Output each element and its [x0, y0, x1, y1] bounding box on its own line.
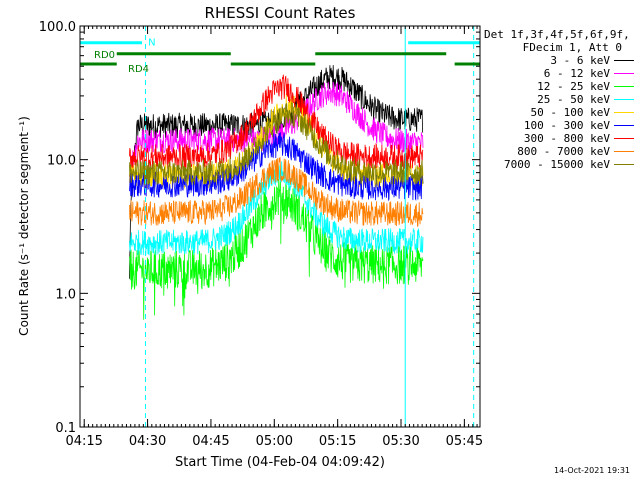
legend-swatch — [614, 60, 634, 61]
series-line-5 — [129, 131, 424, 202]
legend-entry-label: 7000 - 15000 keV — [504, 158, 610, 171]
legend-entry-label: 25 - 50 keV — [537, 93, 610, 106]
legend-entries: 3 - 6 keV 6 - 12 keV 12 - 25 keV 25 - 50 ke… — [484, 54, 634, 171]
legend-entry-label: 3 - 6 keV — [550, 54, 610, 67]
legend-entry-label: 100 - 300 keV — [523, 119, 610, 132]
legend-swatch — [614, 164, 634, 165]
legend-header-detectors: Det 1f,3f,4f,5f,6f,9f, — [484, 28, 630, 41]
y-tick-label: 0.1 — [55, 421, 76, 436]
legend-swatch — [614, 99, 634, 100]
legend-entry-label: 50 - 100 keV — [530, 106, 610, 119]
legend-entry: 25 - 50 keV — [484, 93, 634, 106]
legend-entry: 800 - 7000 keV — [484, 145, 634, 158]
chart-title: RHESSI Count Rates — [205, 4, 356, 22]
y-tick-label: 1.0 — [55, 287, 76, 302]
legend-entry-label: 12 - 25 keV — [537, 80, 610, 93]
y-tick-label: 100.0 — [39, 20, 76, 35]
legend-entry-label: 6 - 12 keV — [543, 67, 610, 80]
legend-swatch — [614, 86, 634, 87]
plot-frame — [79, 25, 481, 428]
flag-label-n: N — [148, 38, 155, 49]
flag-label-rd4: RD4 — [128, 64, 149, 75]
x-tick-label: 05:45 — [446, 434, 483, 449]
series-line-6 — [129, 74, 424, 170]
legend-entry-label: 800 - 7000 keV — [517, 145, 610, 158]
legend-swatch — [614, 125, 634, 126]
legend-entry: 300 - 800 keV — [484, 132, 634, 145]
x-tick-label: 04:30 — [129, 434, 166, 449]
x-axis-label: Start Time (04-Feb-04 04:09:42) — [175, 455, 385, 470]
legend: Det 1f,3f,4f,5f,6f,9f, FDecim 1, Att 0 3… — [484, 28, 634, 171]
flag-label-rd0: RD0 — [94, 50, 115, 61]
series-line-8 — [129, 102, 424, 186]
legend-entry: 50 - 100 keV — [484, 106, 634, 119]
legend-entry: 6 - 12 keV — [484, 67, 634, 80]
x-tick-label: 05:30 — [382, 434, 419, 449]
series-line-2 — [129, 176, 424, 320]
legend-entry: 12 - 25 keV — [484, 80, 634, 93]
x-tick-label: 05:15 — [319, 434, 356, 449]
series-line-1 — [129, 81, 424, 184]
legend-entry: 100 - 300 keV — [484, 119, 634, 132]
legend-entry: 7000 - 15000 keV — [484, 158, 634, 171]
legend-entry-label: 300 - 800 keV — [523, 132, 610, 145]
legend-swatch — [614, 112, 634, 113]
legend-swatch — [614, 73, 634, 74]
x-axis: 04:15 04:30 04:45 05:00 05:15 05:30 05:45 — [65, 26, 483, 449]
y-tick-label: 10.0 — [47, 154, 76, 169]
x-tick-label: 04:15 — [65, 434, 102, 449]
x-tick-label: 05:00 — [256, 434, 293, 449]
legend-swatch — [614, 138, 634, 139]
vertical-markers — [79, 26, 475, 427]
series-line-7 — [129, 157, 424, 227]
legend-entry: 3 - 6 keV — [484, 54, 634, 67]
legend-swatch — [614, 151, 634, 152]
legend-header-decimation: FDecim 1, Att 0 — [522, 41, 622, 54]
plot-timestamp: 14-Oct-2021 19:31 — [554, 466, 630, 475]
x-tick-label: 04:45 — [192, 434, 229, 449]
y-axis-label: Count Rate (s⁻¹ detector segment⁻¹) — [17, 116, 31, 336]
series-layer — [129, 65, 424, 320]
y-axis: 0.1 1.0 10.0 100.0 — [39, 20, 480, 436]
flag-bars: N RD0 RD4 — [80, 38, 480, 75]
plot-area: N RD0 RD4 — [79, 25, 481, 428]
